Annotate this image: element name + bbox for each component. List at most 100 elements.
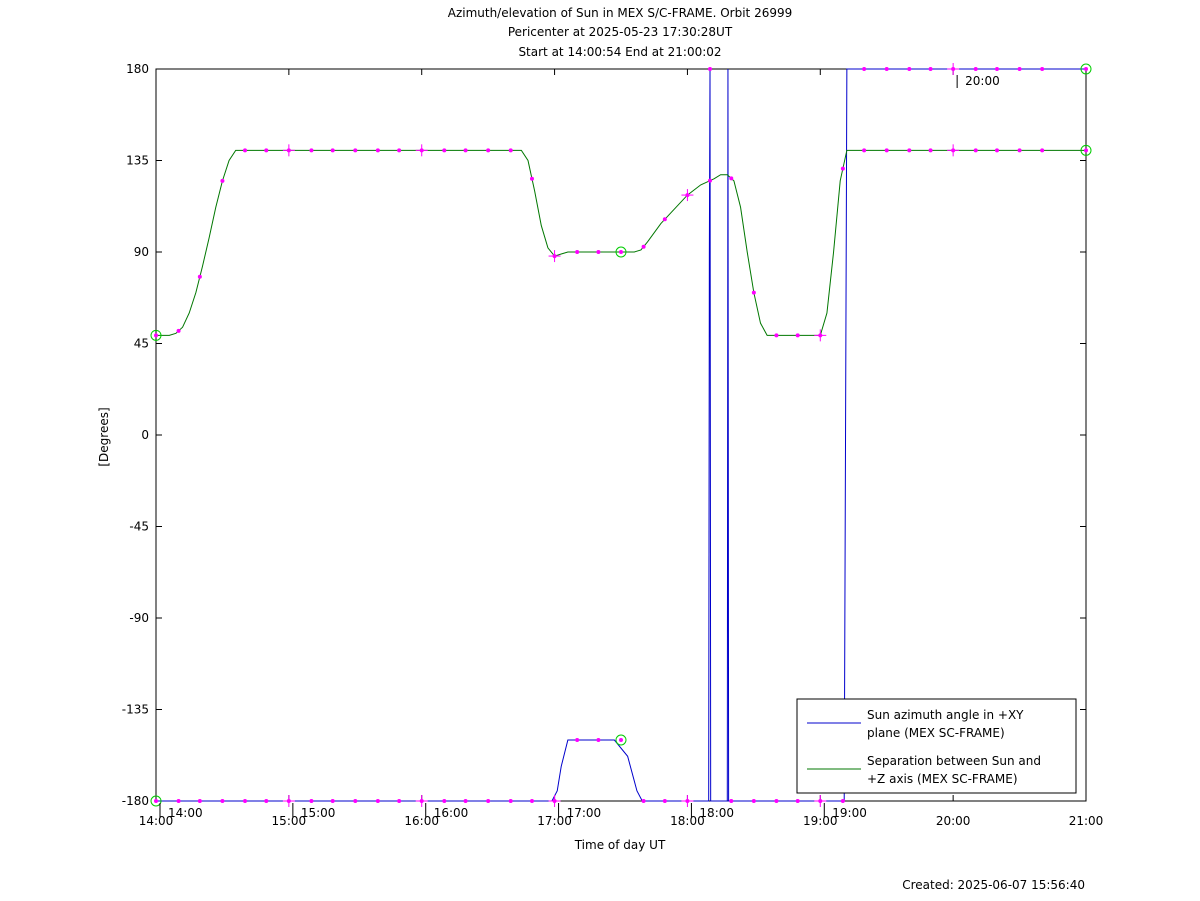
chart-title-line-2: Pericenter at 2025-05-23 17:30:28UT [508, 25, 733, 39]
series-2-point [1040, 148, 1045, 153]
series-1-point [795, 799, 800, 803]
hour-marker-label: 19:00 [832, 806, 867, 820]
series-1-point [862, 67, 867, 71]
hour-marker-label: 16:00 [434, 806, 469, 820]
hour-marker-label: 17:00 [567, 806, 602, 820]
legend-label-1: plane (MEX SC-FRAME) [867, 726, 1005, 740]
series-2-point [907, 148, 912, 153]
series-2-point [973, 148, 978, 153]
series-2-point [353, 148, 358, 153]
plot-frame [155, 68, 1087, 802]
series-1-point [928, 67, 933, 71]
series-1-point [508, 799, 513, 803]
series-2-point [994, 148, 999, 153]
series-1-point [176, 799, 181, 803]
legend-label-2: Separation between Sun and [867, 754, 1041, 768]
chart-title-line-3: Start at 14:00:54 End at 21:00:02 [518, 45, 721, 59]
series-2-point [176, 328, 181, 333]
y-tick-label: -90 [129, 611, 149, 625]
series-1-point [751, 799, 756, 803]
y-tick-label: -45 [129, 520, 149, 534]
x-tick-label: 17:00 [537, 814, 572, 828]
series-2-point [596, 250, 601, 254]
created-timestamp: Created: 2025-06-07 15:56:40 [902, 878, 1085, 892]
series-1-circle-marker [615, 734, 627, 746]
series-2-point [309, 148, 314, 153]
y-tick-label: -180 [122, 794, 149, 808]
series-1-point [662, 799, 667, 803]
series-2-point [1084, 148, 1088, 153]
series-2-point [641, 244, 646, 249]
x-tick-label: 20:00 [936, 814, 971, 828]
series-1-point [353, 799, 358, 803]
series-1-point [729, 799, 734, 803]
series-2-point [619, 250, 623, 254]
plot-area: 14:00 15:00 16:00 17:00 18:00 19:00 20:00 21:00… [122, 62, 1104, 828]
series-1-point [154, 799, 158, 803]
legend-box [796, 698, 1077, 794]
series-1-circle-marker [150, 795, 162, 807]
series-1-circle-marker [1080, 63, 1092, 75]
series-2-point [575, 250, 580, 254]
x-tick-label: 21:00 [1069, 814, 1104, 828]
series-1-line [156, 68, 1086, 802]
y-axis-label: [Degrees] [97, 407, 111, 466]
series-1-point [575, 738, 580, 742]
y-tick-label: 90 [134, 245, 149, 259]
series-2-point [197, 274, 202, 279]
series-1-point [973, 67, 978, 71]
legend-label-1: Sun azimuth angle in +XY [867, 708, 1024, 722]
series-2-circle-marker [150, 329, 162, 341]
series-2-point [442, 148, 447, 153]
series-2-point [795, 333, 800, 338]
x-tick-label: 14:00 [139, 814, 174, 828]
series-1-point [708, 67, 713, 71]
series-1-point [840, 799, 845, 803]
y-tick-label: 180 [126, 62, 149, 76]
series-2-point [928, 148, 933, 153]
x-tick-label: 15:00 [272, 814, 307, 828]
series-1-point [1084, 67, 1088, 71]
series-1-point [1040, 67, 1045, 71]
y-tick-label: 135 [126, 154, 149, 168]
chart-title-block: Azimuth/elevation of Sun in MEX S/C-FRAM… [448, 6, 793, 59]
series-2-point [840, 166, 845, 171]
series-2-point [1017, 148, 1022, 153]
series-1-point [309, 799, 314, 803]
series-2-circle-marker [615, 246, 627, 258]
series-2-point [508, 148, 513, 153]
series-2-line [156, 149, 1086, 336]
series-1-point [197, 799, 202, 803]
series-2-point [774, 333, 779, 338]
series-2-point [463, 148, 468, 153]
series-2-point [243, 148, 248, 153]
series-1-point [907, 67, 912, 71]
series-2-point [264, 148, 269, 153]
series-2-point [220, 178, 225, 183]
hour-marker-label: 18:00 [699, 806, 734, 820]
hour-marker-label: 14:00 [168, 806, 203, 820]
series-1-point [1017, 67, 1022, 71]
series-2-point [708, 178, 713, 183]
series-2-point [486, 148, 491, 153]
hour-marker-label: 20:00 [965, 74, 1000, 88]
series-1-point [619, 738, 623, 742]
series-1-point [243, 799, 248, 803]
series-2-point [862, 148, 867, 153]
series-1-point [330, 799, 335, 803]
y-tick-label: -135 [122, 703, 149, 717]
y-tick-label: 0 [141, 428, 149, 442]
series-1-point [442, 799, 447, 803]
series-2-point [884, 148, 889, 153]
x-tick-label: 16:00 [404, 814, 439, 828]
series-2-point [330, 148, 335, 153]
series-1-point [884, 67, 889, 71]
series-1-point [596, 738, 601, 742]
x-axis-label: Time of day UT [574, 838, 666, 852]
series-2-point [751, 290, 756, 295]
hour-marker-label: 15:00 [301, 806, 336, 820]
series-2-point [397, 148, 402, 153]
series-2-point [529, 176, 534, 181]
series-2-point [154, 333, 158, 338]
